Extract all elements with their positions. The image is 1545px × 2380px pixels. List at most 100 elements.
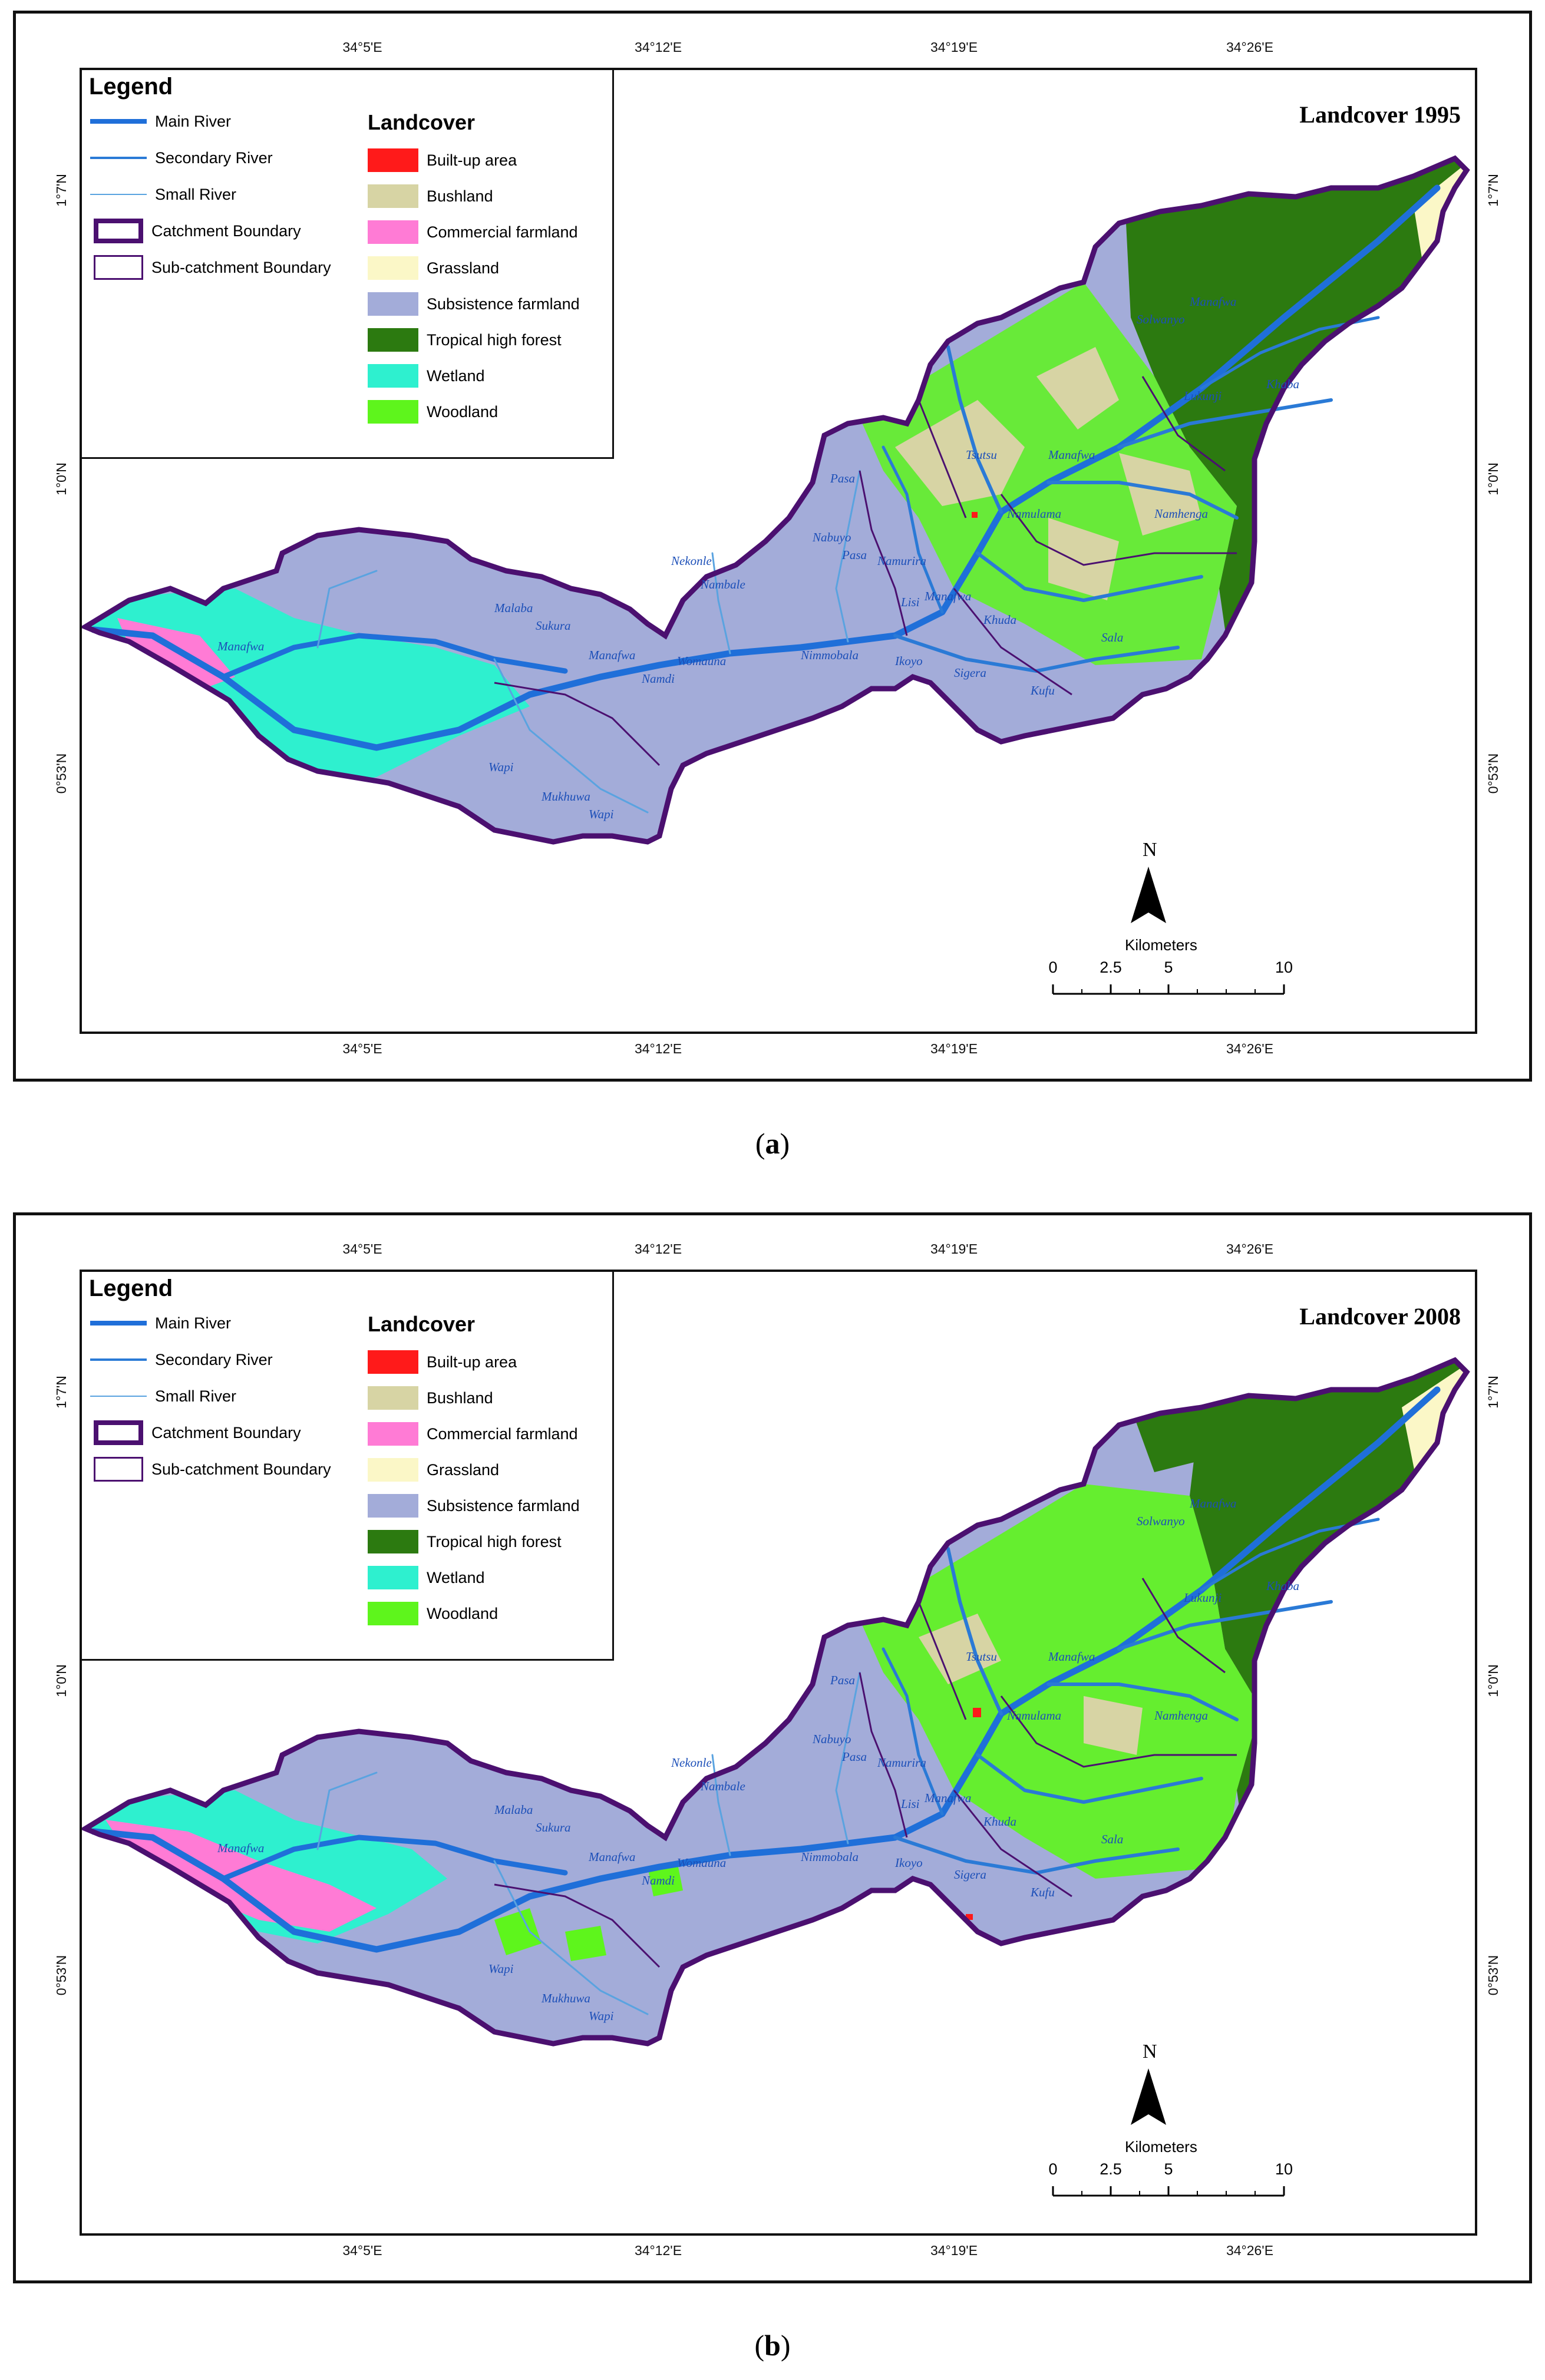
scale-bar	[1052, 984, 1285, 995]
legend-title: Legend	[89, 74, 173, 100]
secondary-river-symbol	[90, 157, 147, 159]
river-label: Nekonle	[671, 554, 712, 568]
scale-tick-label: 10	[1275, 2160, 1293, 2178]
legend-swatch	[368, 1530, 418, 1553]
river-label: Mukhuwa	[541, 1991, 590, 2005]
legend-swatch	[368, 184, 418, 208]
river-label: Khuda	[983, 1814, 1016, 1829]
latitude-label-left: 0°53'N	[54, 753, 69, 794]
latitude-label-right: 1°0'N	[1485, 1664, 1501, 1697]
scale-bar	[1052, 2186, 1285, 2197]
legend-small-river: Small River	[90, 1381, 236, 1411]
north-label: N	[1143, 839, 1157, 861]
river-label: Namhenga	[1154, 1708, 1208, 1723]
river-label: Kufu	[1030, 683, 1055, 698]
legend-label: Woodland	[427, 402, 499, 421]
legend-label: Tropical high forest	[427, 1532, 562, 1551]
latitude-label-right: 1°7'N	[1485, 174, 1501, 207]
river-label: Manafwa	[924, 1791, 971, 1805]
longitude-label-bottom: 34°26'E	[1226, 1041, 1274, 1056]
river-label: Wapi	[589, 2009, 614, 2023]
river-label: Mukhuwa	[541, 789, 590, 804]
longitude-label-top: 34°26'E	[1226, 1241, 1274, 1257]
river-label: Wapi	[488, 1962, 514, 1976]
longitude-label-bottom: 34°26'E	[1226, 2243, 1274, 2258]
scale-tick-label: 10	[1275, 958, 1293, 976]
legend-swatch	[368, 364, 418, 388]
river-label: Sigera	[954, 666, 986, 680]
river-label: Namulama	[1006, 1708, 1061, 1723]
longitude-label-top: 34°19'E	[930, 39, 978, 55]
river-label: Namurira	[877, 1756, 926, 1770]
legend-landcover-item: Tropical high forest	[368, 1527, 562, 1556]
legend-label: Wetland	[427, 366, 485, 385]
legend-sub-catchment-boundary: Sub-catchment Boundary	[94, 253, 331, 282]
river-label: Sukura	[536, 1820, 571, 1834]
latitude-label-left: 1°0'N	[54, 1664, 69, 1697]
river-label: Nambale	[700, 577, 745, 591]
river-label: Solwanyo	[1137, 1514, 1185, 1528]
legend-label: Woodland	[427, 1604, 499, 1622]
sub-catchment-boundary-symbol	[94, 1457, 143, 1482]
legend-landcover-item: Tropical high forest	[368, 325, 562, 355]
legend-swatch	[368, 1566, 418, 1589]
catchment-boundary	[82, 1357, 1470, 2047]
north-arrow-icon	[1131, 867, 1166, 923]
caption-prefix: (	[754, 2329, 765, 2362]
river-label: Sala	[1101, 1832, 1123, 1846]
legend-sub-catchment-boundary: Sub-catchment Boundary	[94, 1455, 331, 1484]
river-label: Wapi	[488, 760, 514, 774]
legend-main-river: Main River	[90, 107, 231, 136]
north-label: N	[1143, 2041, 1157, 2062]
legend-catchment-boundary: Catchment Boundary	[94, 1418, 301, 1447]
north-arrow-icon	[1131, 2068, 1166, 2125]
catchment-boundary-symbol	[94, 1420, 143, 1445]
legend-label: Catchment Boundary	[151, 222, 301, 240]
river-label: Khaba	[1266, 377, 1299, 391]
longitude-label-bottom: 34°12'E	[634, 2243, 682, 2258]
legend-label: Wetland	[427, 1568, 485, 1586]
panel-caption-a: (a)	[0, 1126, 1545, 1161]
legend-landcover-item: Wetland	[368, 1563, 485, 1592]
legend-landcover-item: Woodland	[368, 397, 498, 427]
river-label: Nambale	[700, 1779, 745, 1793]
legend-label: Sub-catchment Boundary	[151, 258, 331, 276]
river-label: Nimmobala	[800, 648, 859, 662]
map-title: Landcover 1995	[1299, 101, 1461, 128]
legend-main-river: Main River	[90, 1308, 231, 1338]
legend-swatch	[368, 1386, 418, 1410]
river-label: Malaba	[494, 1803, 533, 1817]
latitude-label-right: 0°53'N	[1485, 1955, 1501, 1996]
legend-label: Bushland	[427, 1389, 493, 1407]
legend-label: Small River	[155, 1387, 237, 1405]
legend-landcover-item: Bushland	[368, 181, 493, 211]
landcover-legend-title: Landcover	[368, 110, 476, 134]
landcover-legend-title: Landcover	[368, 1312, 476, 1336]
river-label: Lukunji	[1183, 389, 1222, 403]
river-label: Manafwa	[217, 1841, 264, 1855]
river-label: Tsutsu	[966, 448, 997, 462]
legend-catchment-boundary: Catchment Boundary	[94, 216, 301, 246]
legend-landcover-item: Wetland	[368, 361, 485, 391]
river-label: Khuda	[983, 613, 1016, 627]
legend-swatch	[368, 220, 418, 244]
map-title: Landcover 2008	[1299, 1303, 1461, 1330]
legend-landcover-item: Commercial farmland	[368, 1419, 578, 1449]
map-frame: Malaba Sukura Manafwa Manafwa Wapi Mukhu…	[80, 1270, 1477, 2236]
scale-tick-label: 0	[1048, 2160, 1058, 2178]
legend-label: Small River	[155, 185, 237, 203]
legend-label: Secondary River	[155, 148, 273, 167]
river-label: Pasa	[830, 471, 855, 485]
legend-label: Commercial farmland	[427, 223, 578, 241]
river-label: Sukura	[536, 619, 571, 633]
catchment-boundary	[82, 155, 1470, 845]
scale-tick-label: 5	[1164, 2160, 1173, 2178]
legend-label: Grassland	[427, 1460, 500, 1479]
river-label: Lisi	[900, 595, 920, 609]
latitude-label-left: 1°7'N	[54, 174, 69, 207]
latitude-label-right: 1°7'N	[1485, 1376, 1501, 1409]
map-frame: Malaba Sukura Manafwa Manafwa Wapi Mukhu…	[80, 68, 1477, 1034]
legend-swatch	[368, 1422, 418, 1446]
legend-landcover-item: Grassland	[368, 253, 499, 283]
river-label: Nekonle	[671, 1756, 712, 1770]
